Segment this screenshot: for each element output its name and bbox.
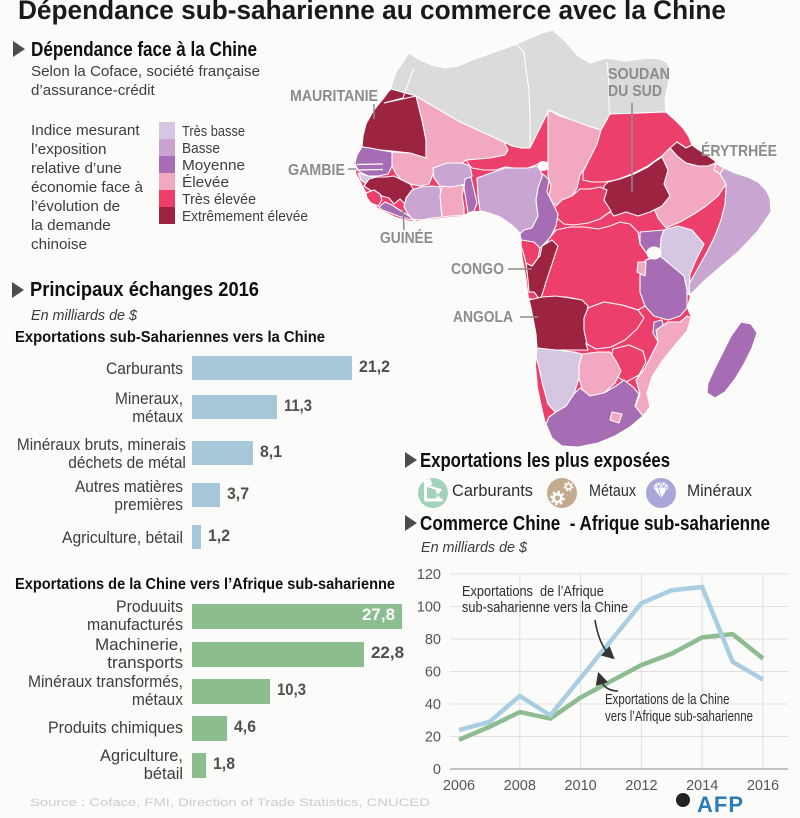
svg-text:2012: 2012 — [625, 778, 657, 794]
svg-text:GUINÉE: GUINÉE — [380, 230, 433, 247]
svg-text:CONGO: CONGO — [451, 261, 504, 278]
svg-text:120: 120 — [417, 567, 441, 583]
svg-text:2014: 2014 — [686, 778, 718, 794]
svg-text:20: 20 — [425, 730, 441, 746]
svg-text:2006: 2006 — [443, 778, 475, 794]
svg-text:ANGOLA: ANGOLA — [453, 309, 513, 326]
svg-text:SOUDAN: SOUDAN — [608, 66, 670, 83]
svg-text:0: 0 — [433, 762, 441, 778]
svg-text:2008: 2008 — [504, 778, 536, 794]
svg-text:80: 80 — [425, 632, 441, 648]
svg-text:2010: 2010 — [564, 778, 596, 794]
svg-text:60: 60 — [425, 665, 441, 681]
svg-text:100: 100 — [417, 600, 441, 616]
svg-text:40: 40 — [425, 697, 441, 713]
svg-text:GAMBIE: GAMBIE — [288, 162, 345, 179]
svg-text:2016: 2016 — [747, 778, 779, 794]
svg-text:ÉRYTRHÉE: ÉRYTRHÉE — [701, 143, 777, 160]
svg-text:DU SUD: DU SUD — [608, 83, 662, 100]
svg-text:MAURITANIE: MAURITANIE — [290, 88, 378, 105]
